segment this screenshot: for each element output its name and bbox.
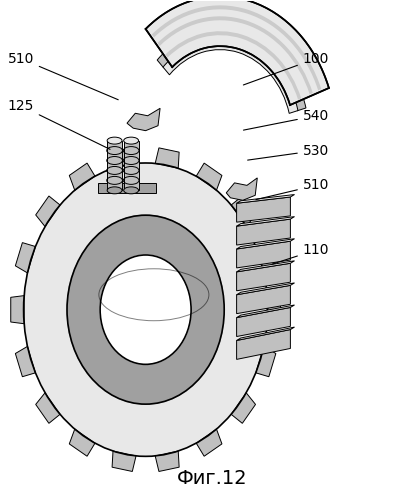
Polygon shape — [256, 242, 276, 273]
Text: 510: 510 — [8, 52, 118, 100]
Polygon shape — [112, 148, 136, 169]
Polygon shape — [236, 219, 290, 245]
Polygon shape — [236, 264, 290, 291]
Polygon shape — [236, 305, 294, 318]
Polygon shape — [16, 242, 35, 273]
Polygon shape — [16, 346, 35, 376]
Text: 530: 530 — [248, 144, 329, 160]
Polygon shape — [236, 241, 290, 268]
Ellipse shape — [107, 137, 122, 144]
Polygon shape — [267, 296, 281, 324]
Polygon shape — [196, 163, 222, 190]
Text: 110: 110 — [272, 243, 329, 264]
Wedge shape — [163, 38, 298, 114]
Polygon shape — [236, 286, 290, 314]
Bar — [124, 140, 139, 190]
Polygon shape — [236, 330, 290, 360]
Polygon shape — [112, 451, 136, 471]
Wedge shape — [165, 31, 301, 100]
Polygon shape — [36, 392, 60, 424]
Text: Фиг.12: Фиг.12 — [176, 469, 247, 488]
Bar — [107, 140, 122, 190]
Polygon shape — [231, 392, 255, 424]
Polygon shape — [69, 163, 95, 190]
Wedge shape — [158, 16, 313, 94]
Ellipse shape — [124, 137, 139, 144]
Polygon shape — [98, 183, 156, 193]
Polygon shape — [69, 429, 95, 456]
Wedge shape — [157, 28, 306, 111]
Polygon shape — [256, 346, 276, 376]
Polygon shape — [236, 194, 294, 203]
Circle shape — [100, 255, 191, 364]
Wedge shape — [152, 6, 321, 90]
Polygon shape — [231, 196, 255, 226]
Polygon shape — [155, 451, 179, 471]
Text: 510: 510 — [256, 178, 329, 200]
Text: 125: 125 — [8, 99, 110, 150]
Polygon shape — [11, 296, 24, 324]
Polygon shape — [236, 197, 290, 222]
Polygon shape — [236, 238, 294, 249]
Text: 540: 540 — [244, 109, 329, 130]
Polygon shape — [236, 308, 290, 336]
Wedge shape — [146, 0, 329, 105]
Polygon shape — [236, 327, 294, 340]
Ellipse shape — [124, 187, 139, 194]
Circle shape — [67, 215, 224, 404]
Ellipse shape — [107, 187, 122, 194]
Polygon shape — [236, 216, 294, 226]
Circle shape — [24, 163, 268, 456]
Polygon shape — [36, 196, 60, 226]
Polygon shape — [226, 178, 257, 201]
Polygon shape — [155, 148, 179, 169]
Text: 100: 100 — [243, 52, 329, 85]
Polygon shape — [236, 261, 294, 272]
Polygon shape — [236, 283, 294, 294]
Polygon shape — [127, 108, 160, 130]
Polygon shape — [196, 429, 222, 456]
